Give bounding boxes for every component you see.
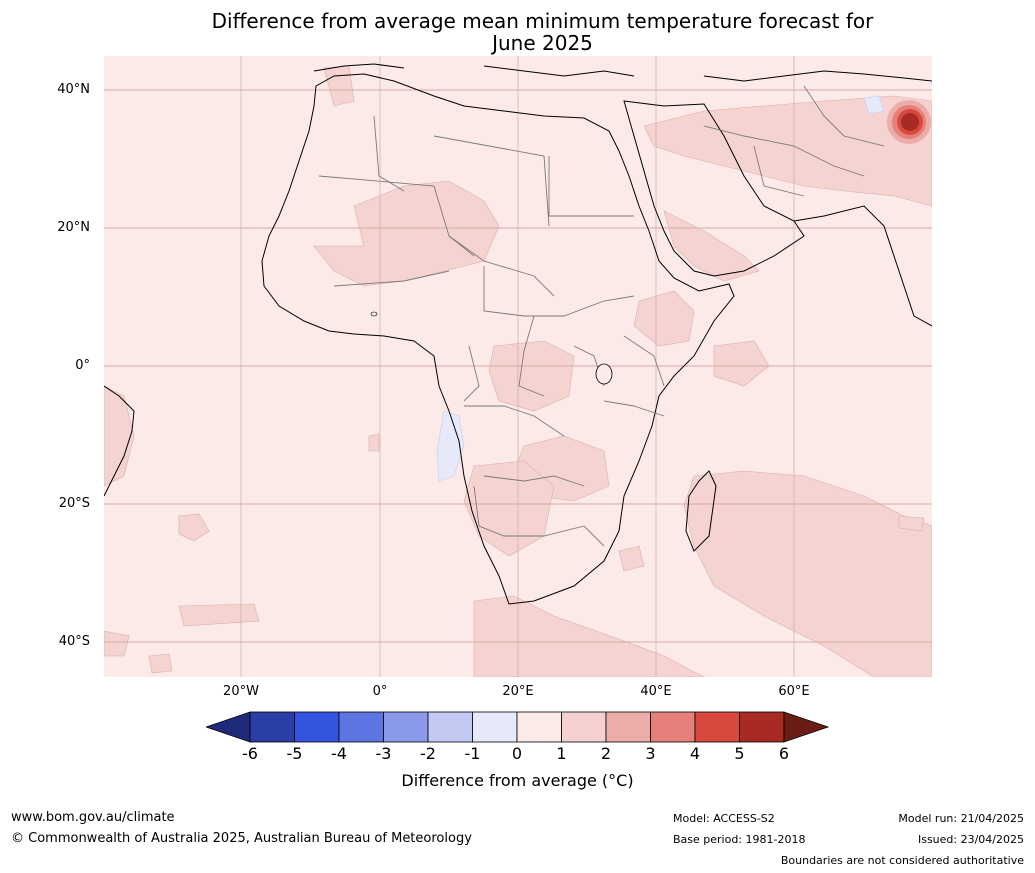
colorbar-tick-label: 4 xyxy=(689,744,701,763)
cool-anomaly-region xyxy=(436,410,465,482)
lake-volta xyxy=(370,311,378,317)
colorbar-tick-label: -4 xyxy=(331,744,347,763)
issued-text: Issued: 23/04/2025 xyxy=(917,833,1024,846)
disclaimer-text: Boundaries are not considered authoritat… xyxy=(780,854,1024,867)
colorbar-segment xyxy=(294,711,340,743)
colorbar-tick-label: 6 xyxy=(778,744,790,763)
lon-label-60e: 60°E xyxy=(778,684,810,699)
colorbar-segment xyxy=(739,711,785,743)
cool-anomaly-region-asia xyxy=(863,95,885,115)
lat-label-20n: 20°N xyxy=(57,220,90,235)
colorbar-segment xyxy=(561,711,607,743)
website-link[interactable]: www.bom.gov.au/climate xyxy=(11,810,175,825)
lon-label-40e: 40°E xyxy=(640,684,672,699)
colorbar-segment xyxy=(516,711,562,743)
colorbar-segments xyxy=(249,711,785,743)
base-period-text: Base period: 1981-2018 xyxy=(673,833,806,846)
coastlines xyxy=(104,63,932,605)
lon-label-0: 0° xyxy=(372,684,388,699)
colorbar-tick-label: 0 xyxy=(511,744,523,763)
colorbar-tick-label: -6 xyxy=(242,744,258,763)
colorbar-tick-label: -5 xyxy=(286,744,303,763)
colorbar-segment xyxy=(605,711,651,743)
colorbar-low-extend xyxy=(206,711,251,743)
longitude-lines xyxy=(240,56,795,677)
title-line-2: June 2025 xyxy=(492,31,593,55)
map-panel xyxy=(104,56,932,677)
colorbar-tick-label: 3 xyxy=(645,744,656,763)
lat-label-0: 0° xyxy=(75,358,90,373)
lon-label-20e: 20°E xyxy=(502,684,534,699)
lat-label-20s: 20°S xyxy=(58,496,90,511)
map-svg xyxy=(104,56,932,677)
colorbar-tick-label: -2 xyxy=(420,744,436,763)
colorbar-segment xyxy=(383,711,429,743)
colorbar-high-extend xyxy=(783,711,830,743)
lat-label-40n: 40°N xyxy=(57,82,90,97)
colorbar xyxy=(206,711,830,743)
chart-title: Difference from average mean minimum tem… xyxy=(0,10,1035,54)
colorbar-segment xyxy=(650,711,696,743)
colorbar-tick-label: 1 xyxy=(556,744,567,763)
colorbar-tick-label: 2 xyxy=(600,744,612,763)
copyright-text: © Commonwealth of Australia 2025, Austra… xyxy=(11,831,472,846)
model-text: Model: ACCESS-S2 xyxy=(673,812,775,825)
colorbar-tick-label: -1 xyxy=(464,744,481,763)
model-run-text: Model run: 21/04/2025 xyxy=(898,812,1024,825)
lon-label-20w: 20°W xyxy=(223,684,259,699)
colorbar-segment xyxy=(472,711,518,743)
colorbar-tick-label: 5 xyxy=(734,744,745,763)
lake-victoria xyxy=(595,363,613,385)
colorbar-segment xyxy=(694,711,740,743)
colorbar-segment xyxy=(249,711,295,743)
colorbar-label: Difference from average (°C) xyxy=(401,771,634,790)
colorbar-segment xyxy=(338,711,384,743)
hotspot-anomaly xyxy=(887,100,931,144)
colorbar-tick-label: -3 xyxy=(375,744,392,763)
title-line-1: Difference from average mean minimum tem… xyxy=(211,9,874,33)
colorbar-segment xyxy=(427,711,473,743)
lat-label-40s: 40°S xyxy=(58,634,90,649)
